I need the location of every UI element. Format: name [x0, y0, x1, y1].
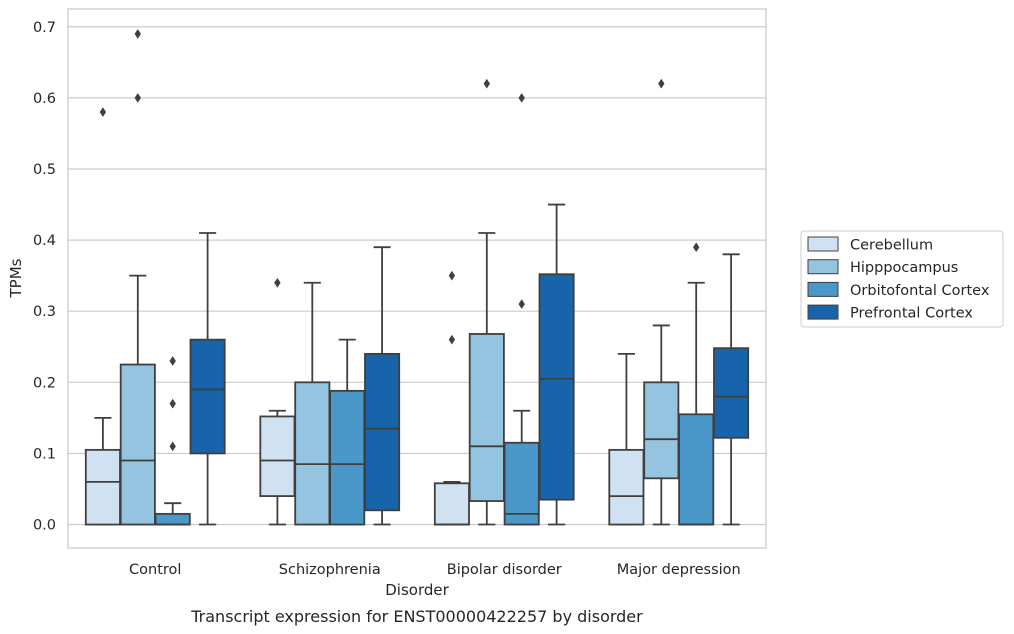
box: [364, 352, 401, 512]
box-group: [713, 253, 750, 526]
outlier-point: [448, 334, 456, 345]
box: [608, 448, 645, 526]
figure-caption: Transcript expression for ENST0000042225…: [190, 607, 643, 626]
outlier-point: [134, 93, 141, 103]
legend-label: Hipppocampus: [850, 260, 958, 276]
x-tick-label: Schizophrenia: [279, 562, 381, 578]
box: [678, 413, 715, 526]
box-group: [538, 203, 575, 526]
outlier-point: [99, 107, 107, 117]
box-group: [329, 338, 366, 526]
outlier-point: [518, 93, 525, 103]
plot-frame: [67, 8, 767, 549]
box: [643, 381, 680, 480]
outlier-point: [169, 441, 176, 452]
legend-swatch: [807, 281, 839, 297]
y-tick-label: 0.5: [33, 162, 56, 178]
y-tick-label: 0.2: [33, 375, 56, 391]
box-group: [259, 277, 296, 526]
x-axis-ticks: Control Schizophrenia Bipolar disorder Majo…: [129, 562, 741, 578]
box-group: [364, 246, 401, 526]
boxes: [84, 29, 750, 526]
outlier-point: [448, 270, 456, 281]
box-group: [154, 356, 191, 526]
x-tick-label: Control: [129, 562, 181, 578]
box-group: [643, 78, 680, 526]
x-tick-label: Major depression: [617, 562, 741, 578]
box: [294, 381, 331, 526]
x-axis-label: Disorder: [385, 581, 449, 599]
outlier-point: [658, 78, 665, 89]
outlier-point: [169, 356, 176, 366]
legend-items: Cerebellum Hipppocampus Orbitofontal Corte…: [807, 236, 990, 322]
box: [468, 333, 505, 502]
box-group: [189, 232, 226, 526]
legend-label: Prefrontal Cortex: [850, 306, 973, 322]
box: [154, 512, 191, 526]
y-tick-label: 0.6: [33, 91, 56, 107]
box: [503, 441, 540, 526]
legend-swatch: [807, 259, 839, 275]
box: [713, 347, 750, 439]
box: [189, 338, 226, 455]
legend-swatch: [807, 236, 839, 252]
outlier-point: [483, 78, 490, 89]
grid-lines: [68, 26, 766, 526]
box-group: [503, 93, 540, 526]
legend-label: Cerebellum: [850, 238, 933, 254]
legend-swatch: [807, 304, 839, 320]
box-group: [468, 78, 505, 526]
legend-frame: [800, 230, 1004, 328]
y-axis-ticks: 0.0 0.1 0.2 0.3 0.4 0.5 0.6 0.7: [33, 20, 56, 534]
box: [259, 415, 296, 497]
box-group: [119, 29, 156, 526]
y-tick-label: 0.1: [33, 446, 56, 462]
box: [119, 363, 156, 526]
y-tick-label: 0.0: [33, 518, 56, 534]
y-tick-label: 0.7: [33, 20, 56, 36]
box: [329, 389, 366, 526]
box-group: [678, 242, 715, 526]
outlier-point: [274, 277, 281, 288]
y-tick-label: 0.4: [33, 233, 56, 249]
box: [433, 482, 470, 526]
outlier-point: [693, 242, 700, 253]
y-axis-label: TPMs: [7, 258, 25, 298]
box-group: [433, 270, 470, 526]
x-tick-label: Bipolar disorder: [447, 562, 562, 578]
box: [538, 273, 575, 501]
box-group: [608, 352, 645, 526]
box: [84, 448, 121, 526]
outlier-point: [134, 29, 141, 39]
legend: Cerebellum Hipppocampus Orbitofontal Corte…: [800, 230, 1004, 328]
y-tick-label: 0.3: [33, 304, 56, 320]
outlier-point: [169, 398, 176, 409]
outlier-point: [518, 299, 525, 309]
box-group: [84, 107, 121, 526]
box-group: [294, 281, 331, 526]
legend-label: Orbitofontal Cortex: [850, 283, 990, 299]
